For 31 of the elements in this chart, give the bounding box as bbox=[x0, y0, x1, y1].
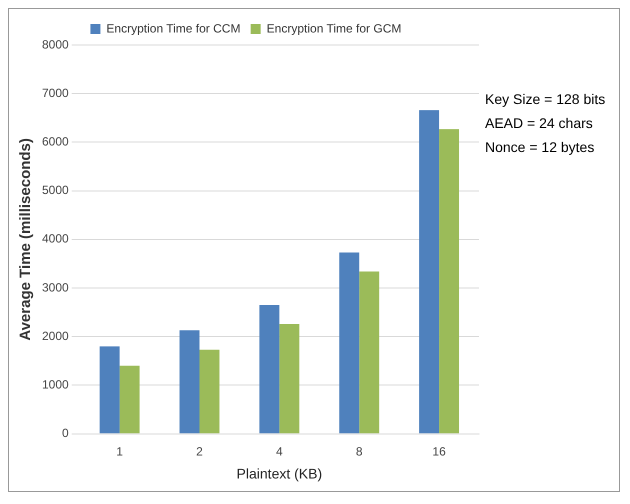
y-tick-label: 0 bbox=[62, 426, 70, 440]
legend-label: Encryption Time for GCM bbox=[266, 21, 402, 36]
bar bbox=[339, 252, 360, 434]
bar bbox=[439, 129, 460, 434]
x-tick-label: 16 bbox=[432, 444, 446, 458]
y-tick-label: 5000 bbox=[42, 183, 70, 198]
x-tick-label: 1 bbox=[116, 444, 124, 458]
text: Key Size = 128 bits bbox=[485, 90, 606, 107]
text: AEAD = 24 chars bbox=[485, 114, 593, 131]
text: Nonce = 12 bytes bbox=[485, 138, 594, 155]
x-tick-label: 8 bbox=[356, 444, 363, 458]
bar bbox=[199, 350, 220, 434]
x-tick-label: 2 bbox=[196, 444, 204, 458]
bar bbox=[120, 366, 140, 434]
y-tick-label: 2000 bbox=[42, 328, 70, 343]
y-tick-label: 8000 bbox=[42, 37, 70, 52]
y-tick-label: 6000 bbox=[42, 134, 70, 149]
x-tick-label: 4 bbox=[276, 444, 284, 458]
bar bbox=[419, 110, 440, 434]
y-tick-label: 3000 bbox=[42, 280, 70, 294]
bar bbox=[100, 346, 120, 434]
bar bbox=[180, 330, 200, 434]
bar bbox=[359, 271, 380, 434]
y-axis-title: Average Time (milliseconds) bbox=[17, 138, 34, 341]
y-tick-label: 1000 bbox=[42, 378, 70, 392]
y-tick-label: 7000 bbox=[42, 86, 70, 100]
bar bbox=[259, 305, 280, 434]
legend-label: Encryption Time for CCM bbox=[106, 21, 240, 36]
bar bbox=[279, 324, 300, 434]
y-tick-label: 4000 bbox=[42, 232, 70, 246]
x-axis-title: Plaintext (KB) bbox=[236, 465, 322, 482]
